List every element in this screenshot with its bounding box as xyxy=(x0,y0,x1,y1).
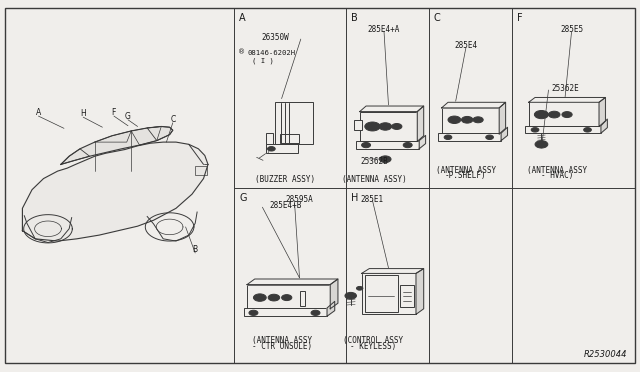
Polygon shape xyxy=(327,301,335,316)
Text: - HVAC): - HVAC) xyxy=(541,171,573,180)
Bar xyxy=(400,285,414,307)
Text: F: F xyxy=(517,13,523,23)
Text: ®: ® xyxy=(238,50,246,56)
Circle shape xyxy=(268,147,275,151)
Text: (ANTENNA ASSY: (ANTENNA ASSY xyxy=(527,166,587,174)
Circle shape xyxy=(534,110,548,119)
Text: C: C xyxy=(434,13,441,23)
Polygon shape xyxy=(501,127,508,141)
Text: 25362B: 25362B xyxy=(360,157,388,166)
Polygon shape xyxy=(442,102,506,108)
Bar xyxy=(525,126,601,133)
Text: 25362E: 25362E xyxy=(552,84,579,93)
Polygon shape xyxy=(499,102,506,134)
Text: ( I ): ( I ) xyxy=(252,57,273,64)
Text: 285E5: 285E5 xyxy=(560,25,583,34)
Bar xyxy=(266,144,298,153)
Polygon shape xyxy=(419,135,426,149)
Bar xyxy=(356,141,419,149)
Polygon shape xyxy=(247,279,338,285)
Polygon shape xyxy=(22,142,208,241)
Circle shape xyxy=(535,141,548,148)
Circle shape xyxy=(461,116,473,123)
Polygon shape xyxy=(529,97,605,102)
Circle shape xyxy=(473,117,483,123)
Text: H: H xyxy=(81,109,86,118)
Circle shape xyxy=(531,128,539,132)
Circle shape xyxy=(562,112,572,118)
Text: H: H xyxy=(351,193,358,203)
Bar xyxy=(360,112,417,141)
Text: 285E4: 285E4 xyxy=(454,41,477,50)
Polygon shape xyxy=(601,119,607,133)
Circle shape xyxy=(253,294,266,301)
Text: 285E1: 285E1 xyxy=(361,195,384,204)
Text: -P.SHELF): -P.SHELF) xyxy=(445,171,487,180)
Bar xyxy=(365,275,398,312)
Bar xyxy=(529,102,599,126)
Text: 26350W: 26350W xyxy=(261,33,289,42)
Circle shape xyxy=(311,310,320,315)
Polygon shape xyxy=(599,97,605,126)
Polygon shape xyxy=(416,269,424,314)
Text: 285E4+B: 285E4+B xyxy=(269,201,302,210)
Text: 08146-6202H: 08146-6202H xyxy=(247,50,295,56)
Circle shape xyxy=(486,135,493,140)
Bar xyxy=(442,108,499,134)
Text: (ANTENNA ASSY: (ANTENNA ASSY xyxy=(252,336,312,345)
Circle shape xyxy=(345,292,356,299)
Circle shape xyxy=(448,116,461,124)
Bar xyxy=(280,134,299,143)
Text: R2530044: R2530044 xyxy=(584,350,627,359)
Circle shape xyxy=(365,122,380,131)
Text: (BUZZER ASSY): (BUZZER ASSY) xyxy=(255,175,315,184)
Polygon shape xyxy=(330,279,338,309)
Circle shape xyxy=(268,294,280,301)
Circle shape xyxy=(249,310,258,315)
Circle shape xyxy=(379,123,392,130)
Text: (ANTENNA ASSY: (ANTENNA ASSY xyxy=(436,166,496,174)
Bar xyxy=(438,133,501,141)
Bar xyxy=(266,133,273,144)
Circle shape xyxy=(444,135,452,140)
Text: (CONTROL ASSY: (CONTROL ASSY xyxy=(343,336,403,345)
Text: A: A xyxy=(239,13,246,23)
Text: A: A xyxy=(36,108,41,117)
Polygon shape xyxy=(360,106,424,112)
Circle shape xyxy=(403,142,412,148)
Bar xyxy=(247,285,330,309)
Text: B: B xyxy=(193,245,198,254)
Text: F: F xyxy=(112,108,116,117)
Polygon shape xyxy=(61,126,173,164)
Polygon shape xyxy=(417,106,424,141)
Bar xyxy=(244,308,327,316)
Bar xyxy=(300,291,305,306)
Text: G: G xyxy=(239,193,247,203)
Text: (ANTENNA ASSY): (ANTENNA ASSY) xyxy=(342,175,407,184)
Circle shape xyxy=(380,156,391,163)
Text: - CTR ONSOLE): - CTR ONSOLE) xyxy=(252,342,312,351)
Text: C: C xyxy=(170,115,175,124)
Circle shape xyxy=(392,124,402,129)
Text: B: B xyxy=(351,13,358,23)
Circle shape xyxy=(356,286,363,290)
Circle shape xyxy=(548,111,560,118)
Text: 28595A: 28595A xyxy=(285,195,313,204)
Polygon shape xyxy=(362,269,424,273)
Bar xyxy=(195,166,207,175)
Text: 285E4+A: 285E4+A xyxy=(368,25,400,33)
Bar xyxy=(275,102,313,144)
Circle shape xyxy=(362,142,371,148)
Circle shape xyxy=(584,128,591,132)
Bar xyxy=(354,120,362,130)
Text: - KEYLESS): - KEYLESS) xyxy=(350,342,396,351)
Text: G: G xyxy=(125,112,131,121)
Circle shape xyxy=(282,295,292,301)
Bar xyxy=(362,273,416,314)
